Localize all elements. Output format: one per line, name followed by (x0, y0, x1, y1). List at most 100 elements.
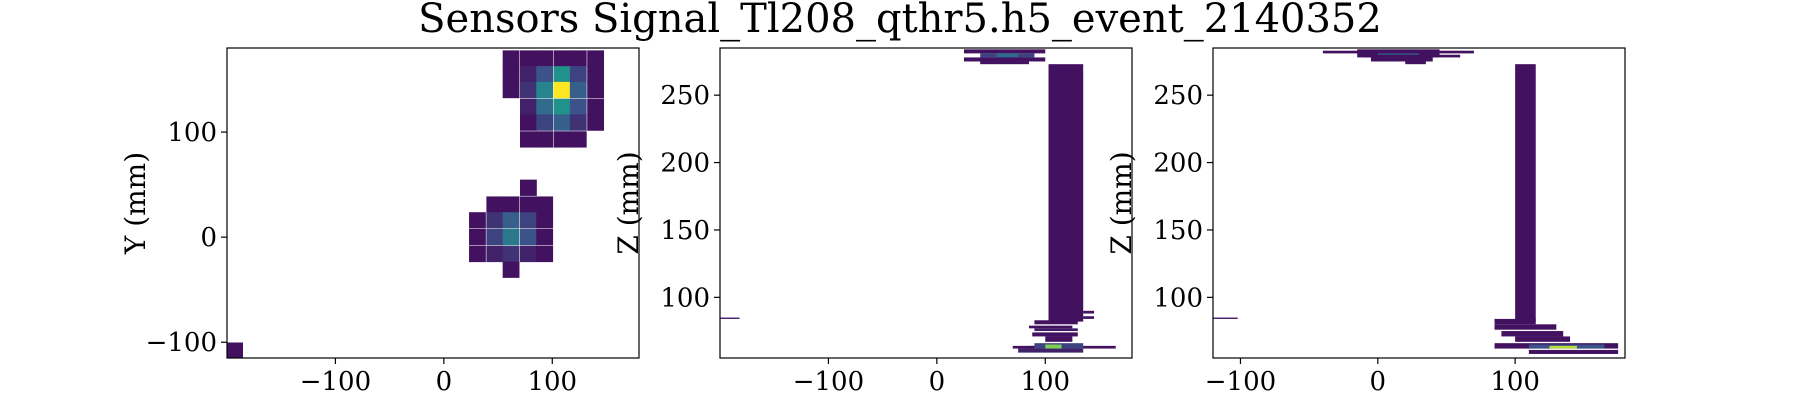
heatmap-cell (486, 229, 504, 246)
x-tick-label: 0 (1370, 367, 1387, 397)
heatmap-cell (569, 66, 587, 83)
plot-frame (719, 47, 1133, 359)
heatmap-cell (502, 66, 520, 83)
x-tick-label: 0 (436, 367, 453, 397)
heatmap-cell (1012, 345, 1035, 349)
heatmap-cell (1045, 344, 1062, 349)
heatmap-cell (553, 98, 571, 115)
heatmap-cell (536, 81, 554, 99)
heatmap-cell (502, 212, 520, 229)
x-tick-label: 0 (929, 367, 946, 397)
heatmap-cell (502, 245, 520, 263)
heatmap-cell (536, 114, 554, 131)
heatmap-cell (536, 131, 554, 148)
x-tick-label: −100 (793, 367, 864, 397)
heatmap-cell (1083, 310, 1095, 314)
heatmap-cell (587, 98, 605, 115)
heatmap-cell (553, 131, 571, 148)
heatmap-cell (569, 98, 587, 115)
heatmap-cell (1515, 64, 1536, 322)
heatmap-cell (1034, 328, 1078, 332)
heatmap-cell (587, 81, 605, 99)
heatmap-cell (963, 57, 1046, 62)
heatmap-cell (1029, 325, 1073, 329)
heatmap-cell (536, 229, 554, 246)
heatmap-cell (1032, 332, 1078, 337)
heatmap-cell (486, 245, 504, 263)
heatmap-cell (1501, 331, 1564, 337)
heatmap-cell (1364, 54, 1461, 58)
heatmap-cell (502, 196, 520, 213)
heatmap-cell (520, 245, 537, 263)
heatmap-cell (502, 50, 520, 67)
heatmap-cell (553, 81, 571, 99)
heatmap-cell (469, 245, 486, 263)
heatmap-cell (1528, 349, 1619, 354)
heatmap-cell (1494, 318, 1536, 325)
heatmap-cell (1045, 336, 1073, 342)
y-axis-label: Y (mm) (119, 152, 152, 255)
y-tick-label: 200 (660, 149, 710, 179)
y-axis-label: Z (mm) (612, 151, 645, 254)
x-tick-label: −100 (1205, 367, 1276, 397)
heatmap-cell (996, 53, 1019, 58)
heatmap-cell (536, 196, 554, 213)
y-tick-label: −100 (146, 328, 217, 358)
heatmap-cell (486, 196, 504, 213)
heatmap-cell (553, 50, 571, 67)
heatmap-cells (227, 50, 605, 358)
plot-frame (1212, 47, 1626, 359)
heatmap-cells (1213, 49, 1619, 354)
heatmap-cell (569, 131, 587, 148)
y-tick-label: 200 (1153, 149, 1203, 179)
heatmap-cell (1405, 61, 1426, 65)
heatmap-cell (502, 81, 520, 99)
heatmap-cell (536, 50, 554, 67)
heatmap-cell (227, 342, 243, 358)
heatmap-cell (520, 196, 537, 213)
y-tick-label: 250 (660, 81, 710, 111)
y-tick-label: 150 (660, 216, 710, 246)
heatmap-cell (520, 50, 537, 67)
heatmap-cell (1549, 345, 1577, 349)
chart-panel-2: −100 0 100 100 150 200 250 Z (mm) (612, 47, 1133, 397)
heatmap-cell (469, 229, 486, 246)
heatmap-cell (520, 212, 537, 229)
heatmap-cell (520, 179, 537, 196)
chart-panel-3: −100 0 100 100 150 200 250 Z (mm) (1105, 47, 1626, 397)
heatmap-cell (569, 114, 587, 131)
heatmap-cell (536, 212, 554, 229)
heatmap-cell (980, 61, 1029, 65)
x-tick-label: 100 (1490, 367, 1540, 397)
heatmap-cell (1018, 348, 1084, 353)
y-tick-label: 100 (1153, 283, 1203, 313)
heatmap-cell (469, 212, 486, 229)
heatmap-cell (520, 66, 537, 83)
heatmap-cell (1083, 316, 1095, 319)
x-tick-label: 100 (1020, 367, 1070, 397)
heatmap-cell (486, 212, 504, 229)
heatmap-cell (569, 81, 587, 99)
heatmap-cell (587, 50, 605, 67)
y-tick-label: 250 (1153, 81, 1203, 111)
figure-title: Sensors Signal_Tl208_qthr5.h5_event_2140… (418, 0, 1382, 42)
heatmap-cell (520, 81, 537, 99)
heatmap-cell (587, 66, 605, 83)
chart-panel-1: −100 0 100 −100 0 100 Y (mm) (119, 47, 640, 397)
heatmap-cell (1370, 57, 1433, 62)
heatmap-cell (536, 66, 554, 83)
plot-frame (226, 47, 640, 359)
y-tick-label: 100 (167, 118, 217, 148)
y-tick-label: 100 (660, 283, 710, 313)
heatmap-cell (536, 245, 554, 263)
heatmap-cell (553, 114, 571, 131)
heatmap-cell (587, 114, 605, 131)
heatmap-cell (502, 229, 520, 246)
heatmap-cells (720, 49, 1116, 353)
heatmap-cell (569, 50, 587, 67)
heatmap-cell (1034, 320, 1078, 325)
y-axis-label: Z (mm) (1105, 151, 1138, 254)
heatmap-cell (1515, 336, 1571, 342)
heatmap-cell (963, 49, 1046, 54)
